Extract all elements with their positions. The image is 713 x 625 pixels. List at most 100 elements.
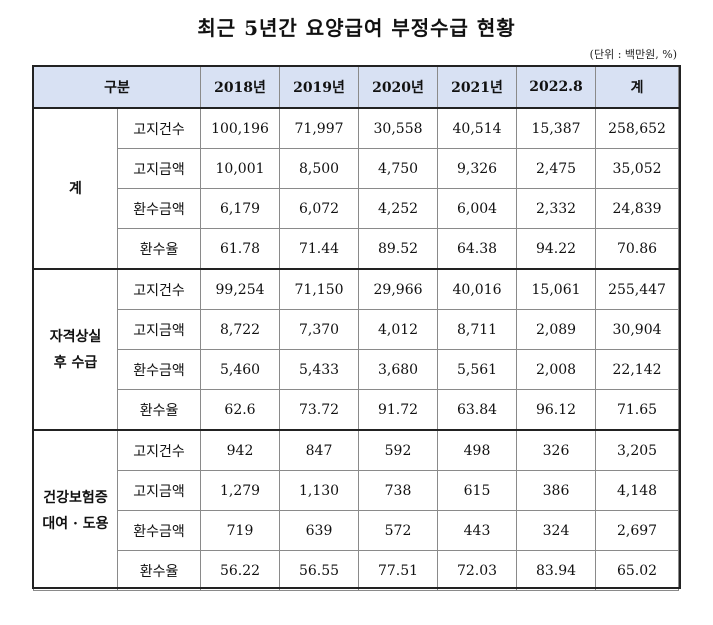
group-label-line: 자격상실 [49,328,102,345]
value-cell: 64.38 [437,228,518,270]
value-cell: 89.52 [358,228,439,270]
value-cell: 5,561 [437,349,518,390]
value-cell: 6,179 [200,188,281,229]
value-cell: 63.84 [437,389,518,431]
value-cell: 592 [358,429,439,471]
value-cell: 4,012 [358,309,439,350]
metric-label: 고지건수 [116,107,202,149]
value-cell: 6,072 [279,188,360,229]
metric-label: 고지건수 [116,429,202,471]
value-cell: 498 [437,429,518,471]
header-year: 2018년 [200,66,281,109]
table-row: 환수금액 6,179 6,072 4,252 6,004 2,332 24,839 [34,188,680,229]
unit-note: (단위 : 백만원, %) [589,48,677,61]
value-cell: 71.44 [279,228,360,270]
header-category: 구분 [32,66,202,109]
value-cell: 572 [358,510,439,551]
value-cell: 2,008 [516,349,597,390]
table-row: 환수금액 719 639 572 443 324 2,697 [34,510,680,551]
value-cell: 29,966 [358,268,439,310]
value-cell: 71,150 [279,268,360,310]
value-cell: 91.72 [358,389,439,431]
value-cell: 639 [279,510,360,551]
value-cell: 2,089 [516,309,597,350]
metric-label: 환수율 [116,550,202,591]
total-cell: 258,652 [595,107,680,149]
value-cell: 1,279 [200,470,281,511]
metric-label: 환수금액 [116,510,202,551]
header-year: 2022.8 [516,66,597,109]
total-cell: 70.86 [595,228,680,270]
metric-label: 고지금액 [116,470,202,511]
total-cell: 65.02 [595,550,680,591]
value-cell: 847 [279,429,360,471]
value-cell: 73.72 [279,389,360,431]
header-year: 2020년 [358,66,439,109]
table-row: 고지금액 10,001 8,500 4,750 9,326 2,475 35,052 [34,148,680,189]
table-row: 환수율 62.6 73.72 91.72 63.84 96.12 71.65 [34,389,680,431]
metric-label: 고지금액 [116,309,202,350]
group-label-line: 건강보험증 [43,489,108,506]
header-year: 2019년 [279,66,360,109]
table-row: 환수율 61.78 71.44 89.52 64.38 94.22 70.86 [34,228,680,270]
value-cell: 56.22 [200,550,281,591]
value-cell: 386 [516,470,597,511]
value-cell: 30,558 [358,107,439,149]
value-cell: 96.12 [516,389,597,431]
value-cell: 61.78 [200,228,281,270]
value-cell: 615 [437,470,518,511]
value-cell: 10,001 [200,148,281,189]
value-cell: 72.03 [437,550,518,591]
total-cell: 22,142 [595,349,680,390]
value-cell: 324 [516,510,597,551]
total-cell: 35,052 [595,148,680,189]
total-cell: 71.65 [595,389,680,431]
metric-label: 환수율 [116,228,202,270]
header-total: 계 [595,66,680,109]
total-cell: 30,904 [595,309,680,350]
value-cell: 1,130 [279,470,360,511]
table-row: 자격상실 후 수급 고지건수 99,254 71,150 29,966 40,016 15,0… [33,268,680,431]
page-title: 최근 5년간 요양급여 부정수급 현황 [197,16,516,40]
value-cell: 15,061 [516,268,597,310]
group-label: 계 [33,107,118,270]
metric-label: 고지금액 [116,148,202,189]
value-cell: 2,475 [516,148,597,189]
value-cell: 942 [200,429,281,471]
value-cell: 71,997 [279,107,360,149]
value-cell: 7,370 [279,309,360,350]
value-cell: 100,196 [200,107,281,149]
value-cell: 4,252 [358,188,439,229]
value-cell: 326 [516,429,597,471]
value-cell: 6,004 [437,188,518,229]
value-cell: 8,711 [437,309,518,350]
value-cell: 8,722 [200,309,281,350]
group-label: 자격상실 후 수급 [33,268,118,431]
total-cell: 3,205 [595,429,680,471]
value-cell: 5,433 [279,349,360,390]
value-cell: 94.22 [516,228,597,270]
value-cell: 8,500 [279,148,360,189]
value-cell: 15,387 [516,107,597,149]
metric-label: 환수금액 [116,188,202,229]
value-cell: 5,460 [200,349,281,390]
value-cell: 62.6 [200,389,281,431]
table-row: 환수금액 5,460 5,433 3,680 5,561 2,008 22,142 [34,349,680,390]
value-cell: 738 [358,470,439,511]
table-row: 건강보험증 대여 · 도용 고지건수 942 847 592 498 326 3,205 [33,429,680,591]
value-cell: 9,326 [437,148,518,189]
table-row: 계 고지건수 100,196 71,997 30,558 40,514 15,387 258,… [33,107,680,270]
metric-label: 환수율 [116,389,202,431]
metric-label: 환수금액 [116,349,202,390]
table-row: 고지금액 1,279 1,130 738 615 386 4,148 [34,470,680,511]
header-year: 2021년 [437,66,518,109]
value-cell: 2,332 [516,188,597,229]
table-row: 환수율 56.22 56.55 77.51 72.03 83.94 65.02 [34,550,680,591]
value-cell: 3,680 [358,349,439,390]
total-cell: 4,148 [595,470,680,511]
group-label-line: 계 [69,180,82,197]
value-cell: 83.94 [516,550,597,591]
header-row: 구분 2018년 2019년 2020년 2021년 2022.8 계 [32,66,680,109]
value-cell: 56.55 [279,550,360,591]
